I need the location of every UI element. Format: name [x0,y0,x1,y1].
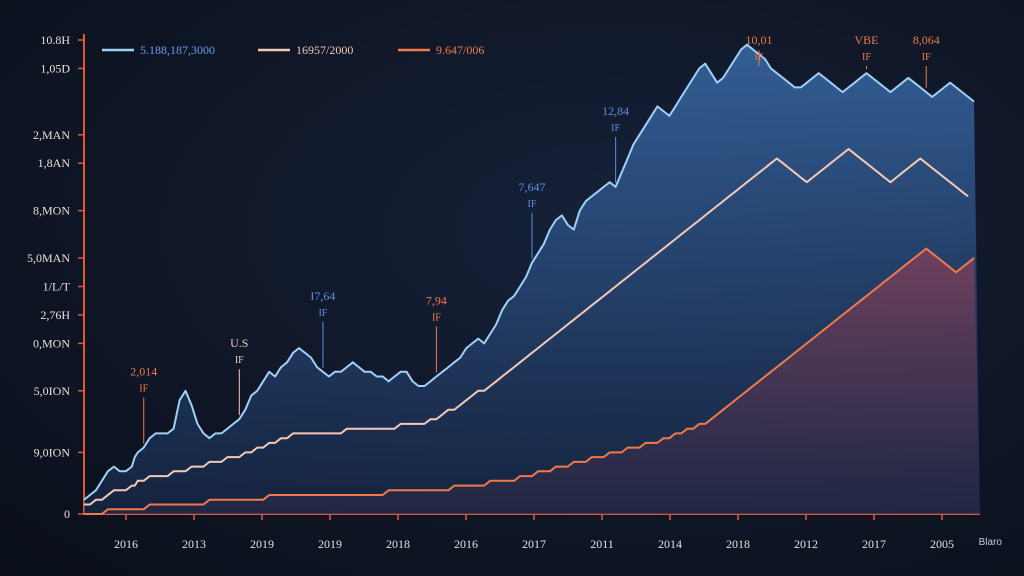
y-tick-label: 5,0ION [34,384,71,398]
x-tick-label: 2013 [182,537,206,551]
series-lines [83,43,975,515]
annotation-label: VBE [855,33,879,47]
annotation-label: U.S [230,336,248,350]
y-tick-label: 1,05D [40,61,70,75]
annotation-label: 2,014 [130,365,157,379]
y-tick-label: 1/L/T [43,279,71,293]
x-tick-label: 2016 [114,537,138,551]
series-area-2 [84,248,980,514]
legend-label: 16957/2000 [296,43,353,57]
series-line-0 [83,43,975,501]
x-axis-labels: 2016 2013 2019 2019 2018 2016 2017 2011 2014 2018… [114,514,954,551]
annotation-sub: IF [235,355,244,366]
x-tick-label: 2012 [794,537,818,551]
x-tick-label: 2016 [454,537,478,551]
y-tick-label: 9,0ION [34,445,71,459]
series-line-1 [84,148,969,506]
annotation-sub: IF [528,199,537,210]
y-tick-label: 0,MON [33,336,70,350]
annotation-sub: IF [318,308,327,319]
x-tick-label: 2017 [522,537,546,551]
legend-label: 9.647/006 [436,43,484,57]
y-tick-label: 2,76H [40,308,70,322]
series-areas [84,44,980,514]
annotation-sub: IF [432,313,441,324]
legend: 5.188,187,3000 16957/2000 9.647/006 [102,43,484,57]
y-tick-label: 10.8H [40,33,70,47]
annotations: 2,014 IF U.S IF I7,64 IF 7,94 IF 7,647 IF 12,84 IF 1… [130,33,940,444]
x-tick-label: 2005 [930,537,954,551]
x-tick-label: 2017 [862,537,886,551]
annotation-label: 8,064 [913,33,940,47]
legend-label: 5.188,187,3000 [140,43,215,57]
annotation-label: 12,84 [602,104,629,118]
y-axis-labels: 10.8H 1,05D 2,MAN 1,8AN 8,MON 5,0MAN 1/L/T 2,76… [27,33,84,521]
annotation-label: 7,94 [426,294,447,308]
annotation-sub: IF [139,384,148,395]
annotation-label: I7,64 [310,289,335,303]
y-tick-label: 0 [64,507,70,521]
annotation-sub: IF [611,123,620,134]
annotation-sub: IF [862,52,871,63]
series-line-2 [84,247,975,515]
x-tick-label: 2019 [318,537,342,551]
annotation-label: 7,647 [519,180,546,194]
watermark-text: Blaro [979,537,1003,548]
y-tick-label: 2,MAN [33,128,70,142]
x-tick-label: 2014 [658,537,682,551]
y-tick-label: 8,MON [33,204,70,218]
x-tick-label: 2011 [590,537,614,551]
x-tick-label: 2018 [726,537,750,551]
y-tick-label: 5,0MAN [27,251,70,265]
y-tick-label: 1,8AN [38,156,71,170]
annotation-sub: IF [922,52,931,63]
x-tick-label: 2019 [250,537,274,551]
annotation-label: 10,01 [745,33,772,47]
x-tick-label: 2018 [386,537,410,551]
